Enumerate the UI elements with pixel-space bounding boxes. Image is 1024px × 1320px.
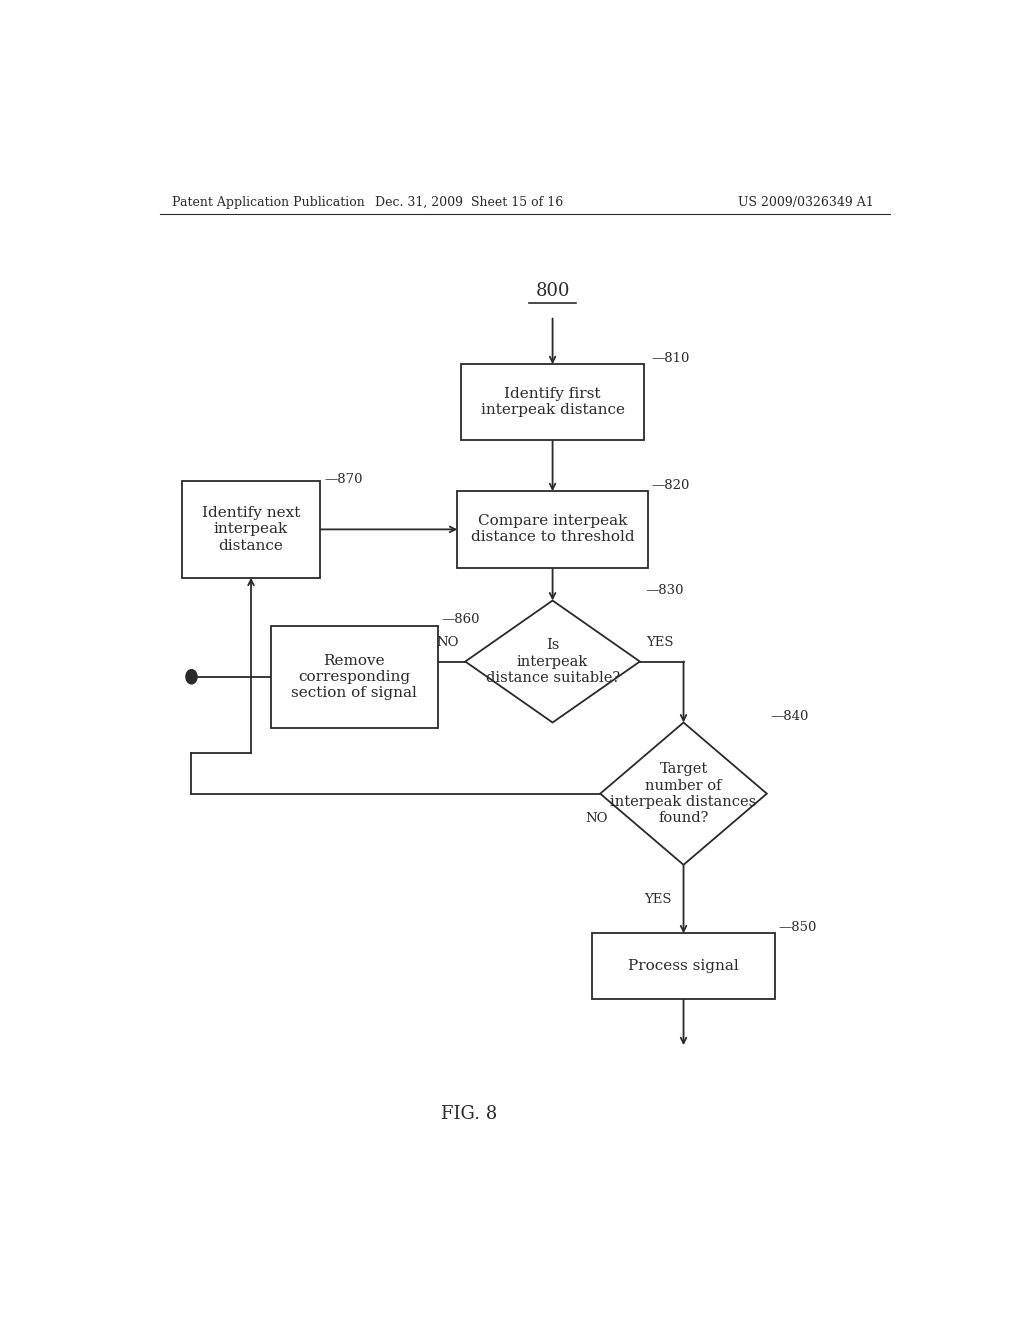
Text: NO: NO — [585, 812, 607, 825]
Polygon shape — [465, 601, 640, 722]
Text: —830: —830 — [645, 585, 684, 598]
Text: FIG. 8: FIG. 8 — [441, 1105, 498, 1123]
Text: YES: YES — [644, 892, 672, 906]
Circle shape — [186, 669, 197, 684]
Text: Patent Application Publication: Patent Application Publication — [172, 195, 365, 209]
Text: —870: —870 — [325, 473, 364, 486]
Text: —840: —840 — [771, 710, 809, 722]
Text: —850: —850 — [778, 921, 817, 935]
Polygon shape — [600, 722, 767, 865]
Bar — [458, 491, 648, 568]
Text: Identify first
interpeak distance: Identify first interpeak distance — [480, 387, 625, 417]
Text: —860: —860 — [441, 612, 480, 626]
Text: NO: NO — [436, 636, 459, 649]
Bar — [592, 933, 775, 999]
Text: 800: 800 — [536, 281, 569, 300]
Bar — [462, 364, 644, 441]
Text: YES: YES — [646, 636, 674, 649]
Text: Identify next
interpeak
distance: Identify next interpeak distance — [202, 506, 300, 553]
Text: —810: —810 — [652, 351, 690, 364]
Text: US 2009/0326349 A1: US 2009/0326349 A1 — [738, 195, 873, 209]
Text: Dec. 31, 2009  Sheet 15 of 16: Dec. 31, 2009 Sheet 15 of 16 — [375, 195, 563, 209]
Text: Target
number of
interpeak distances
found?: Target number of interpeak distances fou… — [610, 763, 757, 825]
Text: Process signal: Process signal — [628, 960, 739, 973]
Text: Remove
corresponding
section of signal: Remove corresponding section of signal — [291, 653, 417, 700]
Bar — [270, 626, 437, 727]
Bar — [181, 480, 321, 578]
Text: Compare interpeak
distance to threshold: Compare interpeak distance to threshold — [471, 515, 635, 544]
Text: —820: —820 — [652, 479, 690, 492]
Text: Is
interpeak
distance suitable?: Is interpeak distance suitable? — [485, 639, 620, 685]
